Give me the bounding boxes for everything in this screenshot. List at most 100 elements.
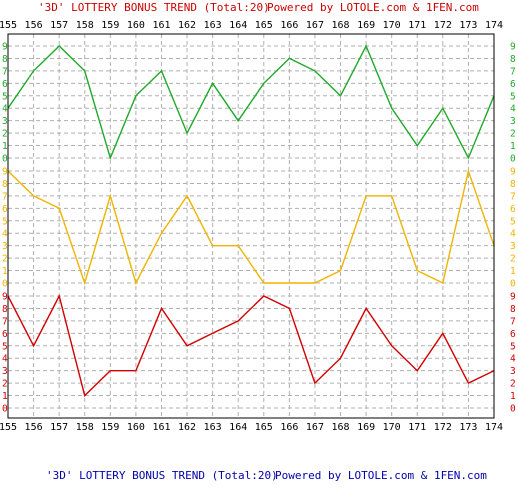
- y-tick-label: 2: [2, 129, 8, 140]
- y-tick-label: 1: [510, 266, 516, 277]
- x-tick-label: 163: [204, 422, 222, 433]
- x-tick-label: 170: [383, 422, 401, 433]
- x-tick-label: 164: [229, 422, 247, 433]
- x-tick-label: 166: [280, 422, 298, 433]
- x-tick-label: 165: [255, 20, 273, 31]
- y-tick-label: 3: [2, 366, 8, 377]
- y-tick-label: 9: [2, 292, 8, 303]
- y-tick-label: 3: [510, 116, 516, 127]
- y-tick-label: 0: [2, 404, 8, 415]
- y-tick-label: 5: [510, 216, 516, 227]
- x-tick-label: 161: [152, 422, 170, 433]
- y-tick-label: 6: [510, 79, 516, 90]
- y-tick-label: 2: [2, 254, 8, 265]
- y-tick-label: 9: [510, 292, 516, 303]
- y-tick-label: 4: [2, 229, 8, 240]
- x-tick-label: 155: [0, 422, 17, 433]
- x-tick-label: 169: [357, 422, 375, 433]
- y-tick-label: 5: [2, 216, 8, 227]
- x-tick-label: 158: [76, 422, 94, 433]
- grid-lines: [8, 34, 494, 418]
- x-tick-label: 158: [76, 20, 94, 31]
- y-tick-label: 9: [2, 167, 8, 178]
- x-tick-label: 162: [178, 20, 196, 31]
- x-tick-label: 170: [383, 20, 401, 31]
- series-line: [7, 44, 495, 161]
- series-line: [7, 168, 495, 286]
- x-tick-label: 159: [101, 422, 119, 433]
- y-tick-label: 3: [510, 241, 516, 252]
- y-tick-label: 0: [510, 404, 516, 415]
- y-tick-label: 1: [2, 391, 8, 402]
- x-tick-label: 161: [152, 20, 170, 31]
- y-tick-label: 9: [2, 42, 8, 53]
- y-tick-label: 7: [510, 316, 516, 327]
- x-tick-label: 168: [331, 422, 349, 433]
- x-tick-label: 166: [280, 20, 298, 31]
- y-tick-label: 2: [2, 379, 8, 390]
- x-tick-label: 172: [434, 422, 452, 433]
- x-tick-label: 160: [127, 422, 145, 433]
- x-tick-label: 171: [408, 422, 426, 433]
- y-tick-label: 1: [2, 141, 8, 152]
- y-tick-label: 0: [510, 154, 516, 165]
- y-tick-label: 8: [510, 54, 516, 65]
- x-tick-label: 159: [101, 20, 119, 31]
- x-tick-label: 167: [306, 20, 324, 31]
- y-tick-label: 4: [510, 229, 516, 240]
- x-tick-label: 156: [25, 422, 43, 433]
- y-tick-label: 3: [2, 116, 8, 127]
- y-tick-label: 9: [510, 42, 516, 53]
- y-tick-label: 6: [510, 329, 516, 340]
- footer-powered-by: Powered by LOTOLE.com & 1FEN.com: [275, 469, 487, 482]
- x-tick-label: 165: [255, 422, 273, 433]
- y-tick-label: 5: [510, 91, 516, 102]
- y-tick-label: 6: [2, 79, 8, 90]
- y-tick-label: 7: [2, 191, 8, 202]
- y-tick-label: 1: [2, 266, 8, 277]
- x-tick-label: 169: [357, 20, 375, 31]
- x-tick-label: 160: [127, 20, 145, 31]
- y-tick-label: 4: [510, 354, 516, 365]
- y-tick-label: 9: [510, 167, 516, 178]
- x-tick-label: 171: [408, 20, 426, 31]
- y-tick-label: 0: [510, 279, 516, 290]
- y-tick-label: 2: [510, 129, 516, 140]
- y-tick-label: 1: [510, 141, 516, 152]
- series-line: [7, 294, 495, 397]
- header-title: '3D' LOTTERY BONUS TREND (Total:20): [38, 1, 270, 14]
- x-tick-label: 174: [485, 20, 503, 31]
- x-tick-label: 168: [331, 20, 349, 31]
- x-tick-label: 163: [204, 20, 222, 31]
- x-tick-label: 164: [229, 20, 247, 31]
- y-tick-label: 1: [510, 391, 516, 402]
- y-tick-label: 2: [510, 379, 516, 390]
- y-tick-label: 5: [510, 341, 516, 352]
- x-tick-label: 173: [459, 20, 477, 31]
- y-tick-label: 8: [510, 179, 516, 190]
- y-tick-label: 2: [510, 254, 516, 265]
- footer-title: '3D' LOTTERY BONUS TREND (Total:20): [46, 469, 278, 482]
- x-tick-label: 173: [459, 422, 477, 433]
- y-tick-label: 8: [2, 54, 8, 65]
- x-tick-label: 167: [306, 422, 324, 433]
- y-tick-label: 8: [2, 179, 8, 190]
- y-tick-label: 6: [2, 329, 8, 340]
- series-lines: [7, 44, 495, 397]
- y-tick-label: 7: [510, 66, 516, 77]
- y-tick-label: 7: [2, 66, 8, 77]
- y-tick-label: 4: [2, 104, 8, 115]
- header-powered-by: Powered by LOTOLE.com & 1FEN.com: [267, 1, 479, 14]
- y-tick-label: 0: [2, 279, 8, 290]
- x-axis-bottom: 155 156 157 158 159 160 161 162 163 164 165 166 167 1…: [0, 422, 503, 433]
- y-tick-label: 8: [2, 304, 8, 315]
- y-tick-label: 6: [510, 204, 516, 215]
- x-tick-label: 156: [25, 20, 43, 31]
- y-tick-label: 4: [2, 354, 8, 365]
- x-tick-label: 155: [0, 20, 17, 31]
- x-tick-label: 157: [50, 422, 68, 433]
- y-tick-label: 7: [510, 191, 516, 202]
- y-tick-label: 3: [510, 366, 516, 377]
